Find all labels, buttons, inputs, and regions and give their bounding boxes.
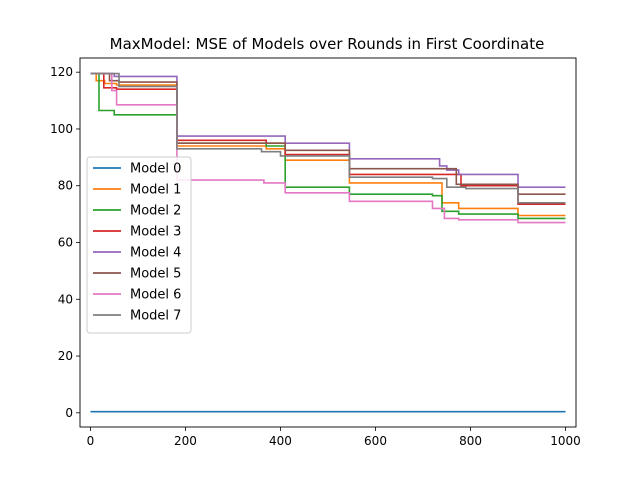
legend-label-2: Model 2	[130, 204, 181, 219]
chart-title: MaxModel: MSE of Models over Rounds in F…	[110, 35, 545, 53]
legend-label-4: Model 4	[130, 246, 181, 261]
legend-label-5: Model 5	[130, 267, 181, 282]
legend-label-0: Model 0	[130, 162, 181, 177]
x-tick-label-2: 400	[269, 434, 292, 448]
series-line-6	[90, 72, 566, 224]
legend: Model 0 Model 1 Model 2 Model 3 Model 4 Model…	[86, 156, 192, 334]
y-tick-label-0: 0	[65, 406, 73, 420]
x-tick-label-1: 200	[174, 434, 197, 448]
x-tick-label-5: 1000	[550, 434, 581, 448]
y-tick-label-1: 20	[58, 349, 73, 363]
x-tick-label-3: 600	[364, 434, 387, 448]
legend-label-7: Model 7	[130, 309, 181, 324]
legend-label-1: Model 1	[130, 183, 181, 198]
y-tick-label-5: 100	[50, 122, 73, 136]
series-line-7	[90, 72, 566, 204]
legend-label-6: Model 6	[130, 288, 181, 303]
y-tick-label-4: 80	[58, 179, 73, 193]
legend-label-3: Model 3	[130, 225, 181, 240]
x-axis-ticks: 0 200 400 600 800 1000	[87, 427, 581, 448]
series-line-2	[90, 72, 566, 220]
y-tick-label-2: 40	[58, 292, 73, 306]
y-axis-ticks: 0 20 40 60 80 100 120	[50, 65, 80, 420]
y-tick-label-3: 60	[58, 236, 73, 250]
x-tick-label-0: 0	[87, 434, 95, 448]
x-tick-label-4: 800	[459, 434, 482, 448]
plot-lines	[90, 72, 566, 413]
y-tick-label-6: 120	[50, 65, 73, 79]
legend-box	[86, 156, 192, 334]
